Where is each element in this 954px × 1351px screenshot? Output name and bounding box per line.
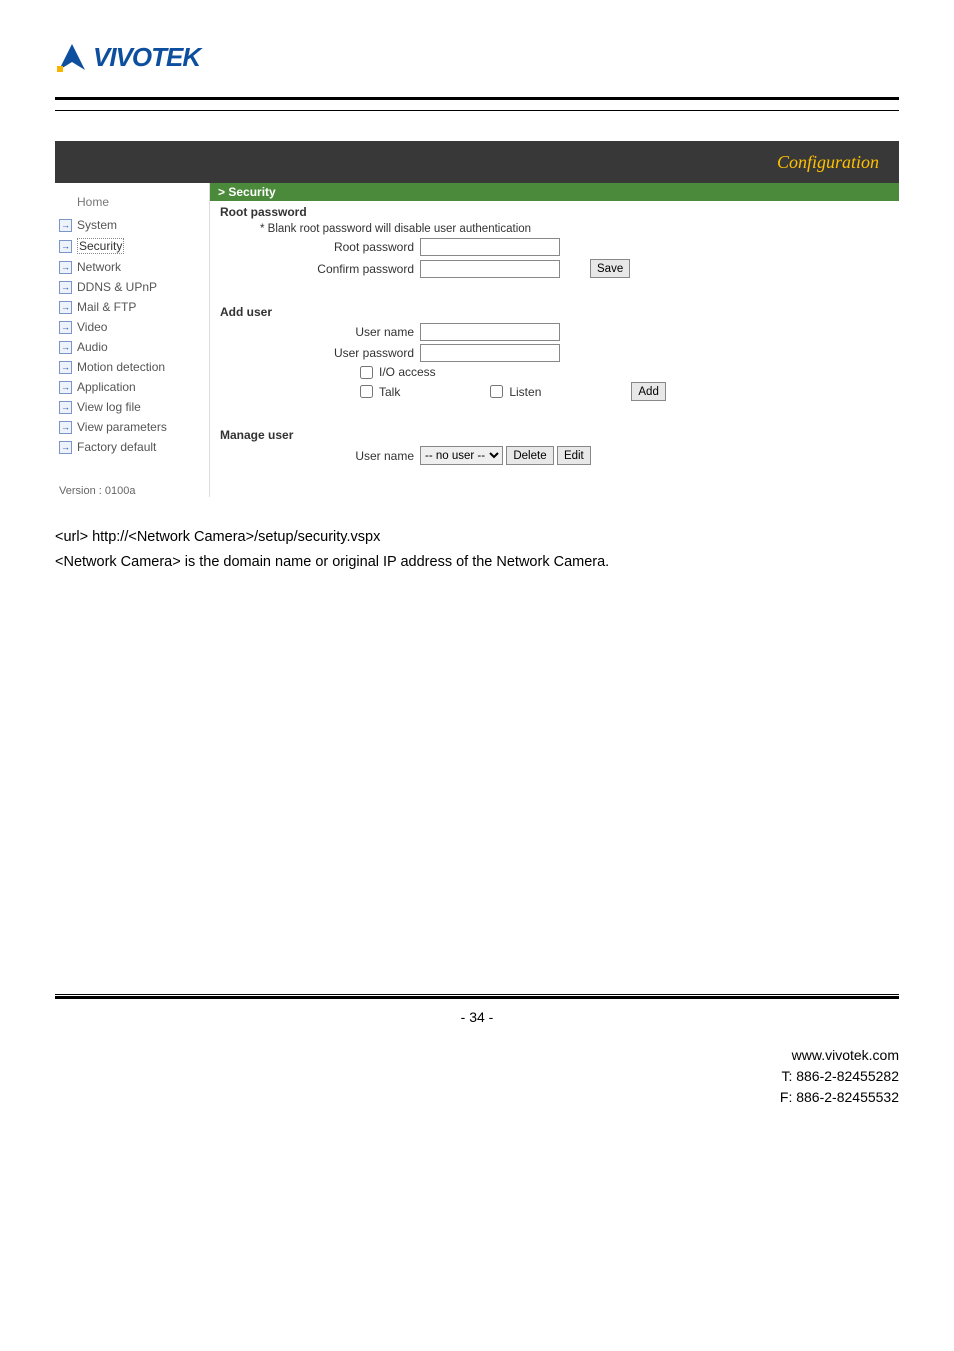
divider [55, 996, 899, 999]
root-password-note: * Blank root password will disable user … [220, 223, 889, 235]
root-password-heading: Root password [220, 205, 889, 219]
io-access-label: I/O access [379, 365, 436, 379]
sidebar: Home → System → Security → Network → [55, 183, 210, 497]
confirm-password-label: Confirm password [220, 262, 420, 276]
listen-label: Listen [509, 385, 541, 399]
sidebar-item-factory-default[interactable]: → Factory default [55, 437, 209, 457]
arrow-icon: → [59, 381, 72, 394]
sidebar-item-network[interactable]: → Network [55, 257, 209, 277]
add-button[interactable]: Add [631, 382, 665, 401]
sidebar-item-label: System [77, 218, 117, 232]
listen-checkbox-input[interactable] [490, 385, 503, 398]
config-header: Configuration [55, 141, 899, 183]
config-title: Configuration [777, 152, 879, 173]
io-access-checkbox[interactable]: I/O access [360, 365, 436, 379]
manage-user-name-label: User name [220, 449, 420, 463]
user-password-label: User password [220, 346, 420, 360]
root-password-input[interactable] [420, 238, 560, 256]
brand-name: VIVOTEK [93, 42, 200, 73]
arrow-icon: → [59, 361, 72, 374]
arrow-icon: → [59, 421, 72, 434]
confirm-password-input[interactable] [420, 260, 560, 278]
arrow-icon: → [59, 240, 72, 253]
logo: VIVOTEK [55, 40, 899, 79]
sidebar-item-audio[interactable]: → Audio [55, 337, 209, 357]
arrow-icon: → [59, 441, 72, 454]
sidebar-item-label: Factory default [77, 440, 156, 454]
sidebar-item-label: Security [77, 238, 124, 254]
sidebar-item-label: DDNS & UPnP [77, 280, 157, 294]
sidebar-item-system[interactable]: → System [55, 215, 209, 235]
divider [55, 97, 899, 100]
arrow-icon: → [59, 301, 72, 314]
sidebar-item-label: Video [77, 320, 107, 334]
delete-button[interactable]: Delete [506, 446, 553, 465]
edit-button[interactable]: Edit [557, 446, 591, 465]
page-number: - 34 - [55, 1009, 899, 1025]
sidebar-item-mail-ftp[interactable]: → Mail & FTP [55, 297, 209, 317]
url-line: <url> http://<Network Camera>/setup/secu… [55, 525, 899, 550]
talk-checkbox[interactable]: Talk [360, 385, 400, 399]
arrow-icon: → [59, 321, 72, 334]
arrow-icon: → [59, 401, 72, 414]
sidebar-item-ddns-upnp[interactable]: → DDNS & UPnP [55, 277, 209, 297]
user-select[interactable]: -- no user -- [420, 446, 503, 465]
sidebar-item-label: Mail & FTP [77, 300, 136, 314]
sidebar-item-label: Audio [77, 340, 108, 354]
user-password-input[interactable] [420, 344, 560, 362]
sidebar-item-view-log-file[interactable]: → View log file [55, 397, 209, 417]
talk-label: Talk [379, 385, 400, 399]
manage-user-heading: Manage user [220, 428, 889, 442]
version-text: Version : 0100a [55, 457, 209, 497]
desc-line: <Network Camera> is the domain name or o… [55, 550, 899, 575]
arrow-icon: → [59, 341, 72, 354]
sidebar-item-motion-detection[interactable]: → Motion detection [55, 357, 209, 377]
footer-fax: F: 886-2-82455532 [55, 1087, 899, 1108]
logo-mark [55, 40, 89, 74]
sidebar-item-label: View log file [77, 400, 141, 414]
save-button[interactable]: Save [590, 259, 630, 278]
sidebar-item-label: View parameters [77, 420, 167, 434]
user-name-input[interactable] [420, 323, 560, 341]
arrow-icon: → [59, 261, 72, 274]
add-user-heading: Add user [220, 305, 889, 319]
sidebar-item-label: Network [77, 260, 121, 274]
listen-checkbox[interactable]: Listen [490, 385, 541, 399]
user-name-label: User name [220, 325, 420, 339]
arrow-icon: → [59, 281, 72, 294]
footer-url: www.vivotek.com [55, 1045, 899, 1066]
sidebar-item-security[interactable]: → Security [55, 235, 209, 257]
sidebar-item-video[interactable]: → Video [55, 317, 209, 337]
io-access-checkbox-input[interactable] [360, 366, 373, 379]
divider [55, 110, 899, 111]
arrow-icon: → [59, 219, 72, 232]
breadcrumb: > Security [210, 183, 899, 201]
sidebar-item-view-parameters[interactable]: → View parameters [55, 417, 209, 437]
sidebar-item-label: Motion detection [77, 360, 165, 374]
talk-checkbox-input[interactable] [360, 385, 373, 398]
sidebar-home[interactable]: Home [55, 189, 209, 215]
divider [55, 994, 899, 995]
root-password-label: Root password [220, 240, 420, 254]
footer-tel: T: 886-2-82455282 [55, 1066, 899, 1087]
sidebar-item-application[interactable]: → Application [55, 377, 209, 397]
sidebar-item-label: Application [77, 380, 136, 394]
